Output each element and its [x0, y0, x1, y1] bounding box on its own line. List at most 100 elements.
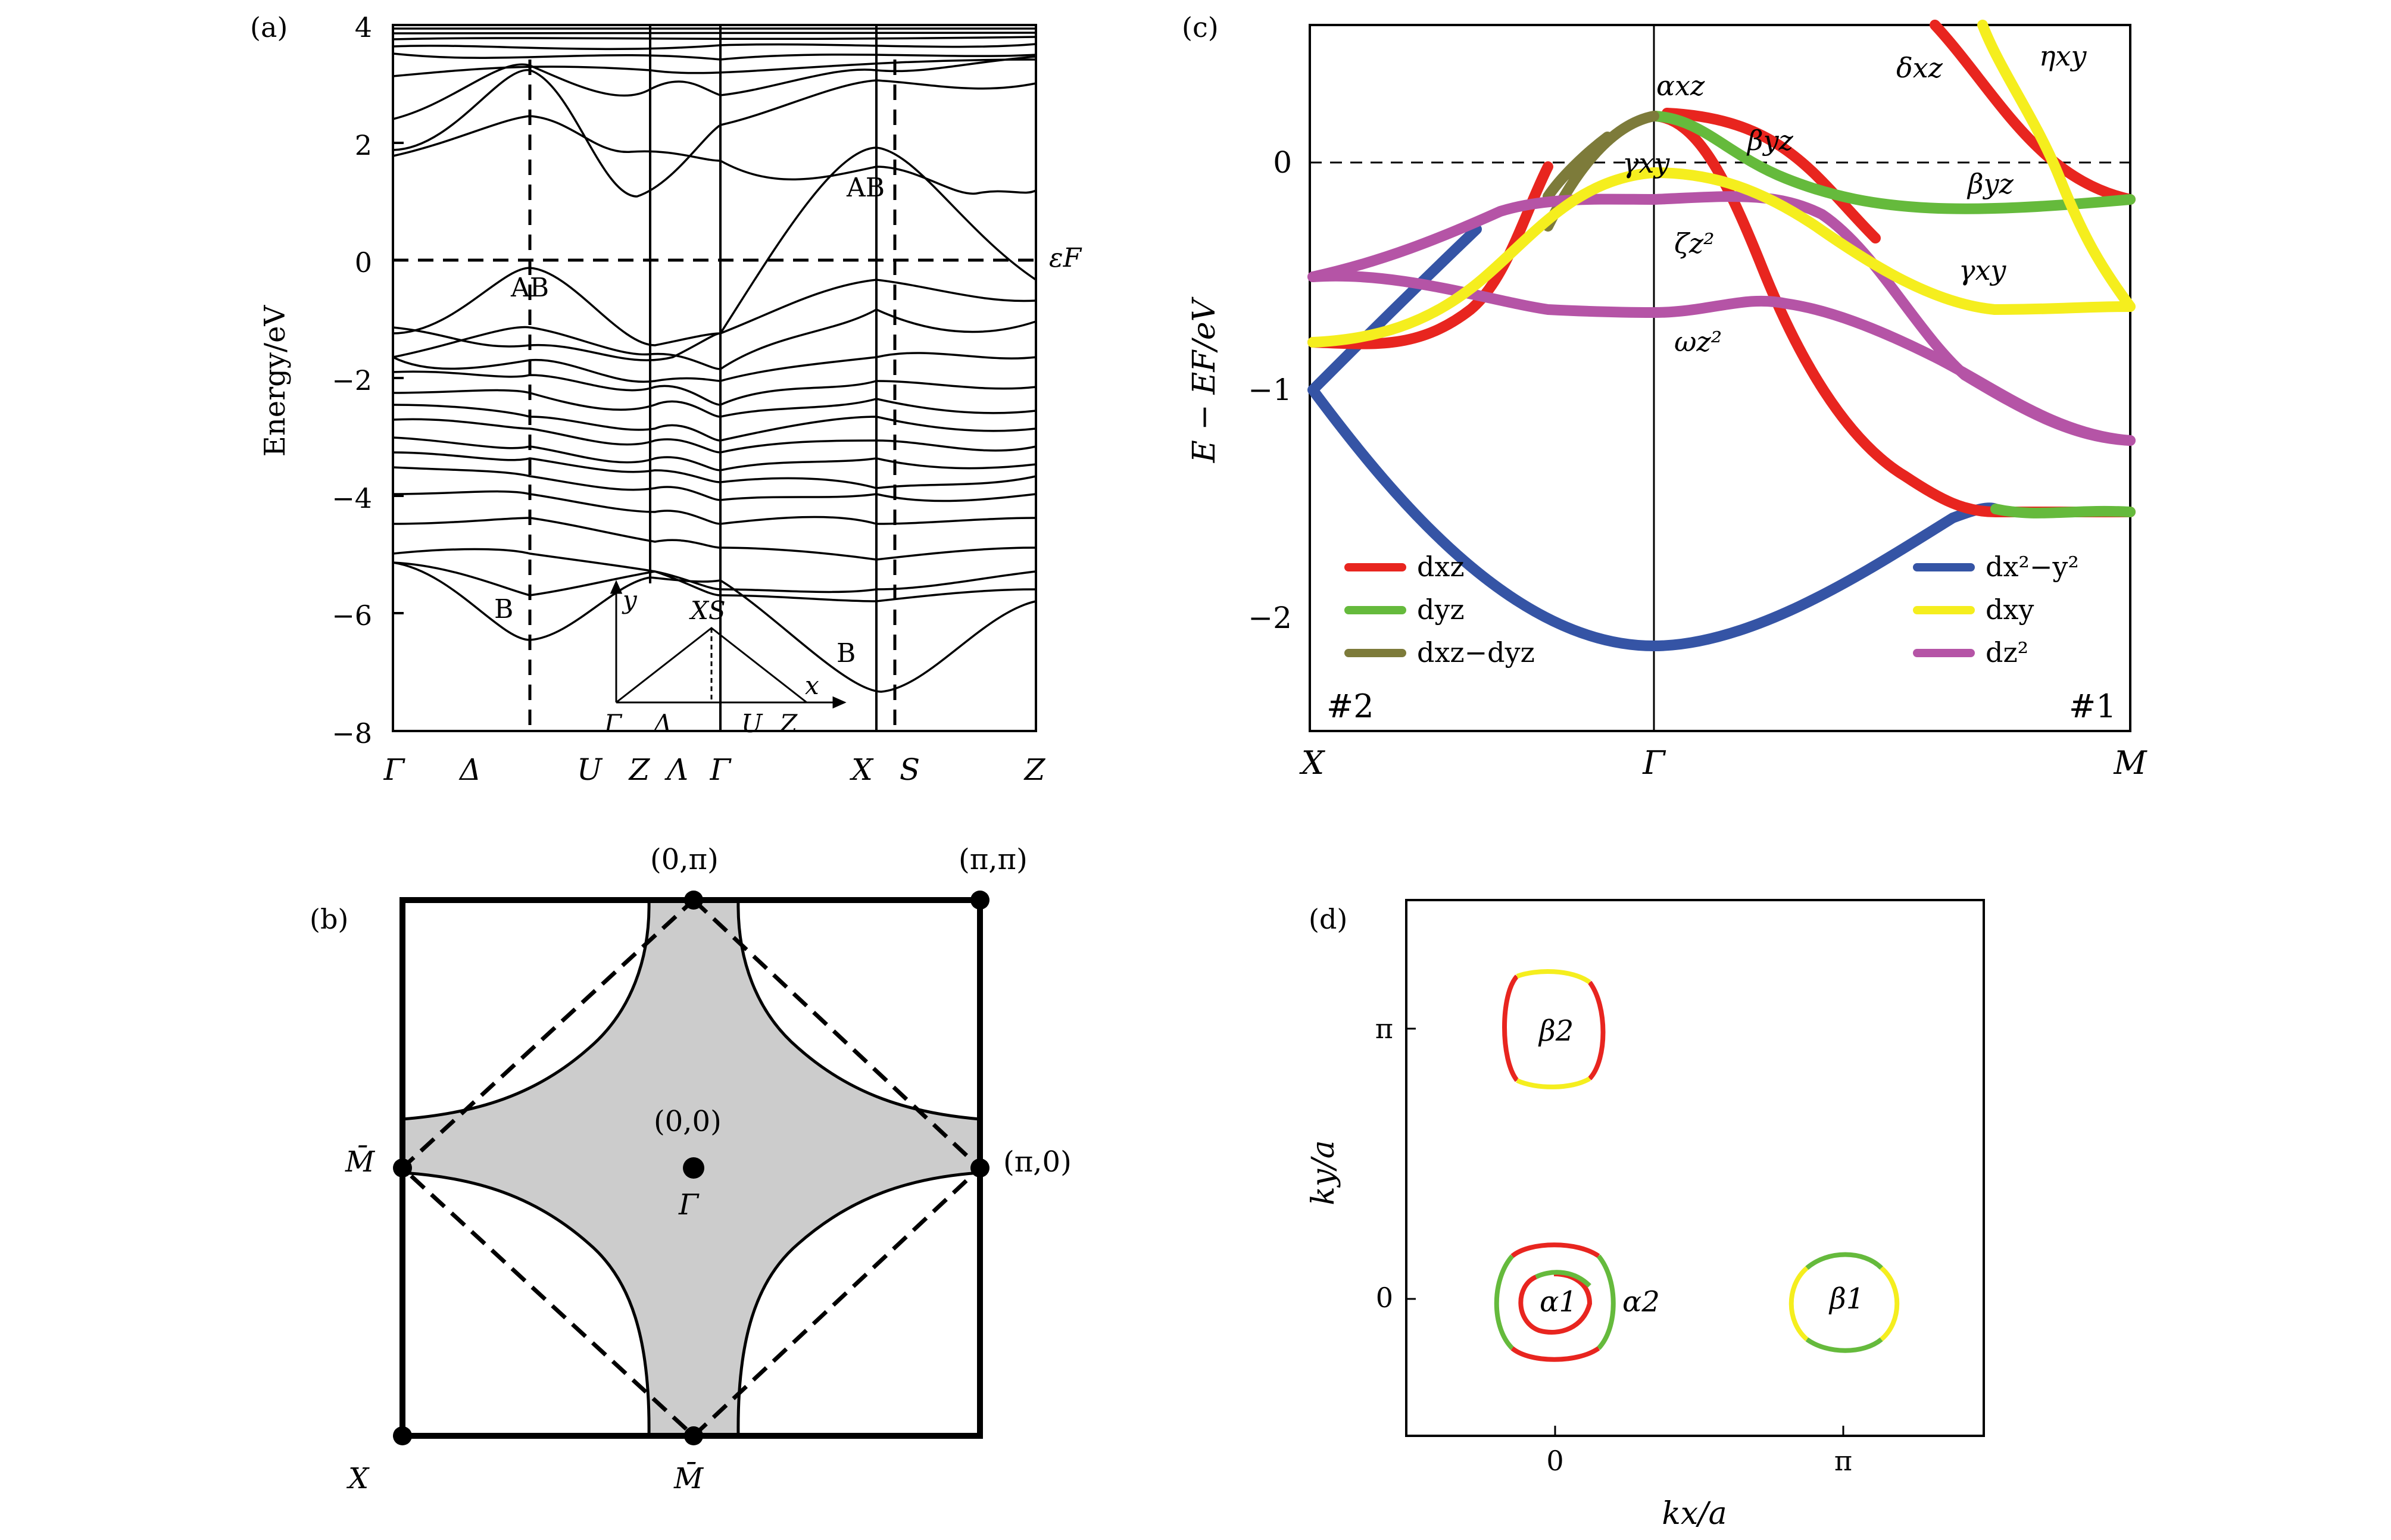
b-label-1: B	[494, 594, 513, 624]
label-beta-yz-2: βyz	[1967, 168, 2014, 200]
panel-d-yticks: 0 π	[1375, 1013, 1393, 1314]
inset-gamma: Γ	[604, 709, 623, 738]
panel-b: (b) (0,π) (π,π) (0,0) Γ M̄ (π,0) X M̄	[310, 843, 1072, 1495]
ytick-c-m2: −2	[1248, 601, 1292, 635]
pocket-alpha2-green-sides	[1494, 1254, 1616, 1350]
ytick-c-0: 0	[1273, 145, 1292, 180]
pocket-beta2-red-left	[1502, 974, 1519, 1082]
xtick-a-gamma2: Γ	[710, 752, 732, 787]
panel-a-yticks: 4 2 0 −2 −4 −6 −8	[332, 11, 372, 749]
inset-xs-label: XS	[689, 596, 726, 625]
label-alpha2: α2	[1622, 1285, 1660, 1319]
label-beta2: β2	[1538, 1014, 1574, 1048]
panel-d-pocket-labels: β2 α1 α2 β1	[1538, 1014, 1864, 1319]
panel-b-point-labels: (0,π) (π,π) (0,0) Γ M̄ (π,0) X M̄	[345, 843, 1072, 1495]
ytick-d-0: 0	[1376, 1282, 1393, 1314]
band-dz2-lower	[1307, 270, 2136, 446]
xtick-d-pi: π	[1834, 1445, 1852, 1477]
bz-points	[393, 891, 990, 1445]
inset-delta: Δ	[653, 709, 672, 738]
panel-c-xticks: X Γ M	[1299, 744, 2148, 782]
band-dx2y2	[1307, 224, 2001, 652]
legend-text-dxz: dxz	[1417, 551, 1465, 583]
legend-text-dx2y2: dx²−y²	[1986, 551, 2079, 583]
ytick-a-m4: −4	[332, 482, 372, 514]
pocket-beta1-yellow-left	[1788, 1266, 1809, 1342]
pocket-beta1-yellow-right	[1880, 1266, 1900, 1342]
band-dxz	[1307, 20, 2136, 517]
legend-text-dxz-dyz: dxz−dyz	[1417, 636, 1535, 669]
xtick-a-s: S	[900, 752, 920, 787]
panel-d-ticks	[1406, 1027, 1844, 1436]
panel-d: (d) 0 π 0 π kx/a ky/a	[1306, 899, 1985, 1532]
ytick-a-0: 0	[355, 246, 372, 279]
xtick-a-gamma: Γ	[383, 752, 406, 787]
panel-a-annotations: AB AB B B	[494, 173, 885, 669]
panel-a-ytick-marks	[393, 142, 404, 614]
xtick-a-z2: Z	[1023, 752, 1046, 787]
band-dz2-upper	[1307, 191, 2136, 446]
legend-text-dxy: dxy	[1986, 593, 2034, 626]
panel-a: (a) 4 2 0 −2 −4 −6 −8 Energy/eV Γ Δ U Z …	[250, 11, 1082, 787]
label-alpha1: α1	[1540, 1285, 1577, 1319]
label-omega-z2: ωz²	[1674, 326, 1722, 358]
ytick-a-4: 4	[355, 11, 372, 43]
panel-c-bands	[1307, 20, 2136, 652]
inset-x-axis-label: x	[805, 671, 819, 700]
xtick-c-m: M	[2113, 744, 2147, 782]
panel-d-label: (d)	[1309, 903, 1347, 935]
label-gamma-xy-2: γxy	[1959, 254, 2006, 286]
panel-d-xlabel: kx/a	[1662, 1496, 1727, 1532]
b-label-2: B	[836, 638, 856, 669]
panel-a-bands	[392, 27, 1037, 693]
panel-a-inset: y x XS Γ Δ U Z	[604, 580, 847, 738]
ytick-a-m2: −2	[332, 364, 372, 396]
ytick-a-2: 2	[355, 129, 372, 161]
corner-label-1: #1	[2069, 688, 2117, 725]
pocket-alpha1-green	[1535, 1270, 1591, 1288]
point-0-0: (0,0)	[654, 1105, 722, 1138]
label-zeta-z2: ζz²	[1674, 227, 1715, 260]
xtick-a-x: X	[849, 752, 874, 787]
ytick-c-m1: −1	[1248, 373, 1292, 407]
panel-c-yticks: 0 −1 −2	[1248, 145, 1292, 635]
ytick-a-m6: −6	[332, 599, 372, 632]
ytick-d-pi: π	[1375, 1013, 1393, 1045]
inset-u: U	[741, 709, 763, 738]
pocket-alpha2-red-top	[1510, 1242, 1600, 1258]
fermi-label-a: εF	[1049, 243, 1082, 273]
ab-label-2: AB	[846, 173, 885, 203]
pocket-beta2-yellow-top	[1516, 969, 1591, 985]
panel-a-xticks: Γ Δ U Z Λ Γ X S Z	[383, 752, 1046, 787]
pocket-beta2-red-right	[1587, 980, 1606, 1080]
panel-c-band-labels: αxz βyz γxy ζz² ωz² δxz ηxy βyz γxy	[1622, 40, 2087, 358]
band-dyz	[1650, 111, 2136, 518]
panel-c-legend: dxz dyz dxz−dyz dx²−y² dxy dz²	[1344, 551, 2079, 669]
band-dxy	[1307, 20, 2136, 348]
xtick-c-gamma: Γ	[1642, 744, 1666, 782]
panel-c-label: (c)	[1182, 11, 1219, 43]
panel-a-dashed-lines	[393, 60, 1036, 731]
point-0-pi: (0,π)	[650, 843, 719, 876]
panel-d-frame	[1405, 899, 1985, 1437]
panel-a-label: (a)	[250, 11, 288, 43]
panel-a-symmetry-lines	[649, 25, 878, 731]
panel-b-label: (b)	[310, 903, 348, 935]
panel-d-xticks: 0 π	[1546, 1445, 1852, 1477]
xtick-a-u: U	[577, 752, 603, 787]
corner-label-2: #2	[1326, 688, 1374, 725]
xtick-d-0: 0	[1546, 1445, 1563, 1477]
pocket-alpha2-red-bottom	[1510, 1346, 1600, 1362]
legend-text-dz2: dz²	[1986, 636, 2028, 669]
panel-d-ylabel: ky/a	[1306, 1140, 1341, 1205]
label-alpha-xz: αxz	[1656, 70, 1705, 102]
point-pi-0: (π,0)	[1003, 1145, 1072, 1179]
legend-text-dyz: dyz	[1417, 593, 1465, 626]
ytick-a-m8: −8	[332, 717, 372, 749]
panel-c: (c) E − EF/eV 0 −1 −2 X Γ M	[1182, 11, 2147, 782]
inset-z: Z	[779, 709, 798, 738]
pocket-beta1-green-top	[1805, 1252, 1883, 1270]
panel-c-ylabel: E − EF/eV	[1187, 296, 1222, 463]
point-x: X	[346, 1462, 370, 1495]
